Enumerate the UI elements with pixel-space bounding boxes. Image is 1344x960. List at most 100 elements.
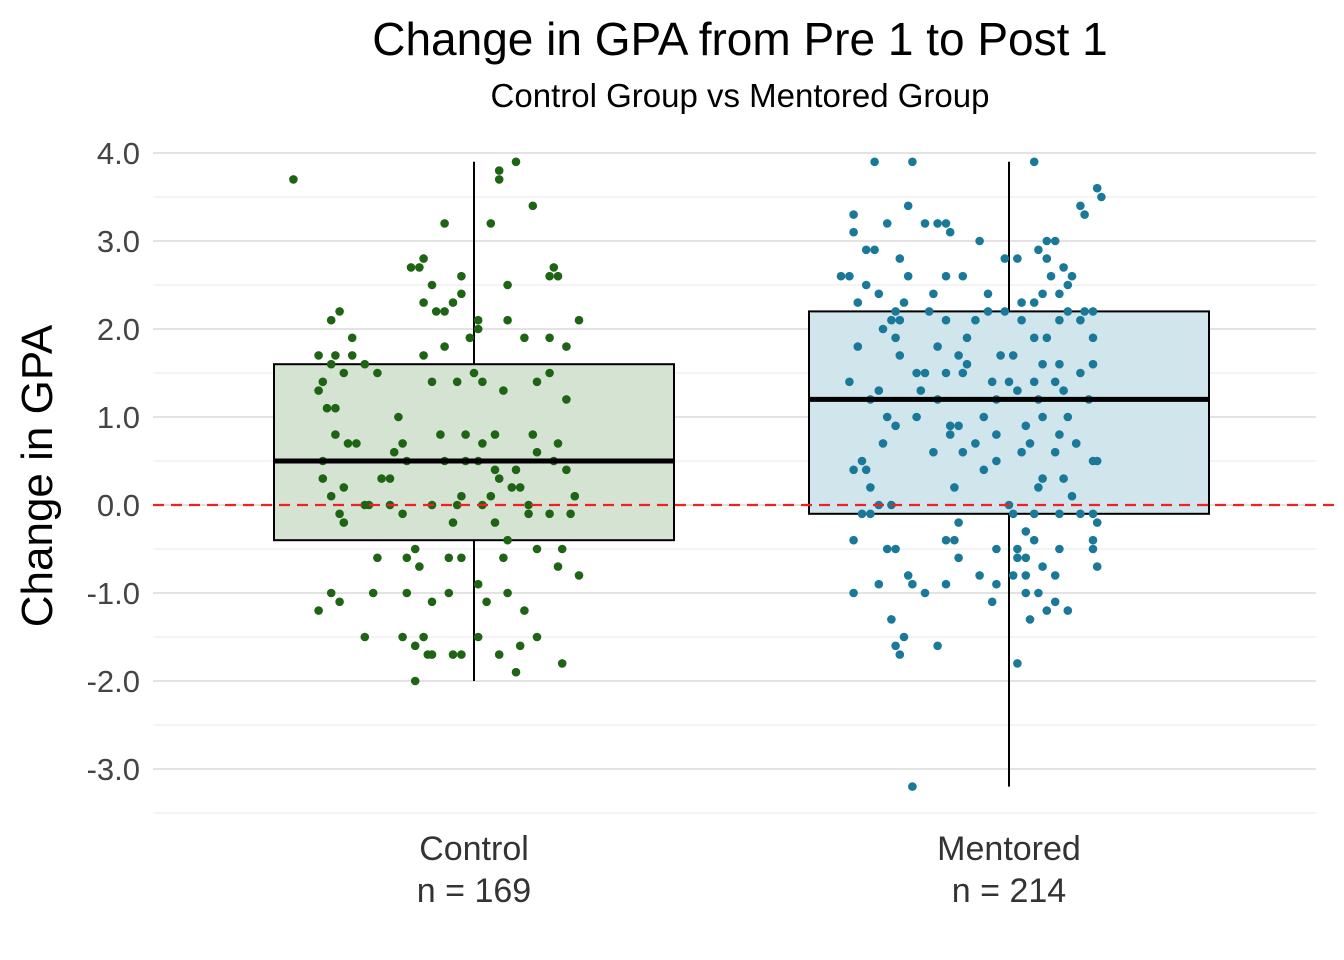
data-point-mentored (1067, 491, 1077, 501)
data-point-control (444, 553, 454, 563)
data-point-mentored (950, 483, 959, 492)
data-point-mentored (1034, 588, 1043, 598)
data-point-mentored (1013, 544, 1022, 554)
data-point-control (335, 509, 344, 519)
data-point-control (452, 500, 462, 510)
data-point-mentored (983, 307, 993, 316)
data-point-mentored (857, 456, 867, 466)
data-point-mentored (1050, 597, 1060, 607)
jitter-points (274, 157, 1209, 791)
data-point-control (473, 315, 483, 325)
data-point-mentored (958, 368, 968, 378)
data-point-control (419, 351, 428, 360)
data-point-mentored (1034, 245, 1043, 255)
data-point-control (419, 254, 428, 263)
chart-title: Change in GPA from Pre 1 to Post 1 (372, 13, 1108, 65)
data-point-mentored (929, 289, 938, 299)
data-point-control (490, 430, 500, 439)
data-point-mentored (1038, 562, 1047, 571)
data-point-mentored (908, 782, 917, 791)
data-point-mentored (895, 650, 905, 659)
data-point-control (549, 263, 559, 272)
data-point-mentored (1055, 315, 1064, 325)
data-point-mentored (1004, 377, 1014, 387)
data-point-control (444, 588, 454, 598)
data-point-mentored (1071, 439, 1081, 448)
data-point-mentored (1097, 192, 1106, 202)
data-point-control (574, 315, 584, 325)
data-point-mentored (912, 412, 921, 422)
data-point-mentored (870, 245, 879, 255)
y-axis-label: Change in GPA (13, 324, 62, 627)
data-point-mentored (1067, 271, 1077, 281)
data-point-mentored (849, 465, 858, 475)
data-point-mentored (954, 421, 963, 431)
data-point-mentored (945, 430, 955, 439)
data-point-mentored (882, 544, 892, 554)
data-point-mentored (1029, 333, 1039, 343)
data-point-mentored (1088, 509, 1098, 519)
y-axis-ticks: -3.0 -2.0 -1.0 0.0 1.0 2.0 3.0 4.0 (87, 136, 140, 787)
data-point-control (494, 166, 504, 175)
data-point-mentored (983, 289, 993, 299)
data-point-mentored (945, 421, 955, 431)
data-point-mentored (866, 509, 875, 519)
data-point-control (457, 553, 466, 563)
data-point-mentored (887, 315, 896, 325)
data-point-mentored (1034, 483, 1043, 492)
data-point-mentored (979, 465, 989, 475)
data-point-control (566, 509, 575, 519)
data-point-mentored (941, 315, 951, 325)
data-point-control (490, 465, 500, 475)
data-point-control (494, 474, 504, 483)
data-point-mentored (1029, 298, 1039, 307)
data-point-mentored (992, 430, 1001, 439)
data-point-mentored (899, 632, 909, 642)
data-point-mentored (1021, 571, 1031, 580)
data-point-mentored (1088, 333, 1098, 343)
data-point-control (389, 447, 399, 457)
data-point-control (499, 386, 508, 395)
data-point-mentored (954, 553, 963, 563)
data-point-mentored (933, 641, 942, 651)
data-point-mentored (866, 483, 875, 492)
data-point-control (402, 588, 412, 598)
data-point-control (339, 518, 349, 527)
data-point-control (528, 201, 538, 211)
data-point-mentored (992, 579, 1001, 589)
data-point-control (452, 377, 462, 387)
data-point-mentored (1025, 615, 1035, 624)
data-point-mentored (836, 271, 846, 281)
data-point-control (570, 491, 580, 501)
data-point-control (490, 518, 500, 527)
data-point-control (347, 351, 357, 360)
data-point-mentored (1076, 509, 1085, 519)
data-point-control (410, 641, 420, 651)
data-point-mentored (929, 447, 938, 457)
data-point-mentored (891, 641, 900, 651)
data-point-control (511, 465, 521, 475)
x-tick-label: Mentored (937, 830, 1081, 868)
data-point-control (326, 359, 336, 369)
data-point-mentored (1013, 254, 1022, 263)
data-point-control (398, 439, 407, 448)
data-point-mentored (920, 368, 930, 378)
data-point-mentored (1092, 518, 1102, 527)
data-point-control (503, 280, 512, 290)
data-point-mentored (870, 157, 879, 167)
data-point-control (511, 667, 521, 677)
data-point-mentored (861, 280, 871, 290)
data-point-mentored (908, 579, 917, 589)
data-point-control (503, 588, 512, 598)
data-point-mentored (1025, 439, 1035, 448)
data-point-mentored (1029, 157, 1039, 167)
data-point-control (402, 553, 412, 563)
data-point-control (335, 307, 344, 316)
data-point-mentored (1013, 553, 1022, 563)
data-point-mentored (1021, 421, 1031, 431)
data-point-mentored (912, 368, 921, 378)
data-point-mentored (987, 597, 997, 607)
data-point-mentored (1017, 298, 1026, 307)
data-point-control (469, 368, 479, 378)
